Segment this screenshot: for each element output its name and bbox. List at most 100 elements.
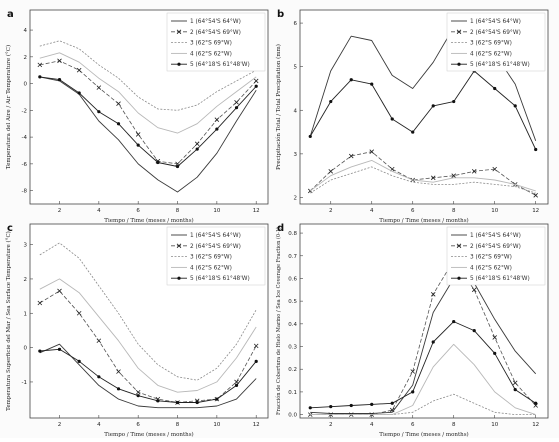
data-point (254, 84, 258, 88)
y-tick-label: 3 (294, 152, 298, 158)
x-tick-label: 2 (58, 422, 62, 428)
data-point (411, 130, 415, 134)
data-point (431, 104, 435, 108)
legend: 1 (64°54'S 64°W) 2 (64°54'S 69°W) 3 (62°S … (446, 226, 546, 286)
series-line-2 (39, 60, 257, 165)
legend-box (446, 12, 546, 72)
legend-entry: 4 (62°S 62°W) (190, 265, 232, 271)
x-tick-label: 12 (532, 422, 539, 428)
data-point (329, 99, 333, 104)
data-point (116, 101, 121, 106)
y-tick-label: 0.3 (288, 345, 297, 351)
series-line-2 (309, 151, 536, 196)
data-point (194, 141, 200, 147)
data-point (37, 300, 43, 306)
data-point (534, 401, 538, 405)
data-point (38, 349, 42, 353)
data-point (215, 397, 219, 401)
data-point (254, 359, 258, 363)
x-tick-label: 6 (411, 422, 415, 428)
y-tick-label: 6 (294, 21, 298, 27)
y-tick-label: 0.0 (288, 413, 297, 419)
data-point (136, 394, 140, 398)
data-point (493, 351, 497, 355)
legend-box (166, 226, 266, 286)
y-axis-label: Temperatura Superficie del Mar / Sea Sur… (5, 231, 12, 411)
data-point (513, 388, 517, 392)
legend-marker (177, 276, 181, 280)
legend-entry: 2 (64°54'S 69°W) (190, 30, 241, 36)
data-point (534, 147, 538, 152)
x-tick-label: 4 (97, 422, 101, 428)
series-line-5 (39, 76, 257, 167)
data-point (492, 335, 497, 340)
x-tick-label: 10 (491, 208, 498, 214)
x-tick-label: 10 (213, 208, 220, 214)
x-tick-label: 12 (253, 422, 260, 428)
legend-entry: 4 (62°S 62°W) (470, 51, 512, 57)
y-tick-label: 0.5 (288, 299, 297, 305)
data-point (390, 401, 394, 405)
legend-entry: 1 (64°54'S 64°W) (470, 19, 521, 25)
legend-entry: 5 (64°18'S 61°48'W) (470, 62, 530, 68)
data-point (253, 343, 259, 349)
data-point (156, 399, 160, 403)
data-point (452, 319, 456, 324)
data-point (96, 85, 102, 90)
y-axis-label: Fracción de Cobertura de Hielo Marino / … (275, 227, 282, 415)
legend-entry: 1 (64°54'S 64°W) (190, 233, 241, 239)
x-tick-label: 4 (370, 422, 374, 428)
x-tick-label: 4 (97, 208, 101, 214)
legend-marker (177, 62, 181, 66)
data-point (234, 383, 239, 387)
data-point (390, 117, 394, 121)
y-tick-label: 2 (24, 55, 28, 61)
data-point (471, 287, 477, 293)
y-tick-label: -2 (22, 108, 27, 114)
chart-panel-d: d 2 4 6 8 10 12 0.0 0.1 0.2 0.3 0.4 0.5 0.6 0.7 0.8 Tiem… (275, 223, 549, 438)
y-tick-label: -8 (22, 189, 28, 195)
data-point (452, 99, 456, 104)
data-point (97, 375, 101, 379)
legend-entry: 5 (64°18'S 61°48'W) (190, 276, 250, 282)
y-tick-label: 0.2 (288, 367, 297, 373)
legend: 1 (64°54'S 64°W) 2 (64°54'S 69°W) 3 (62°S … (166, 12, 266, 72)
x-tick-label: 8 (176, 422, 180, 428)
y-tick-label: -6 (22, 162, 28, 168)
x-axis-label: Tiempo / Time (meses / months) (104, 217, 193, 224)
legend: 1 (64°54'S 64°W) 2 (64°54'S 69°W) 3 (62°S … (166, 226, 266, 286)
series-line-4 (39, 278, 257, 393)
x-axis-label: Tiempo / Time (meses / months) (104, 431, 193, 438)
y-tick-label: 2 (24, 277, 28, 283)
legend-marker (176, 29, 182, 35)
data-point (97, 110, 101, 114)
data-point (175, 400, 180, 405)
data-point (57, 347, 62, 351)
y-tick-label: 2 (294, 195, 298, 201)
x-tick-label: 10 (213, 422, 220, 428)
x-axis-label: Tiempo / Time (meses / months) (379, 431, 468, 438)
data-point (512, 380, 518, 386)
data-point (116, 387, 121, 391)
series-line-1 (39, 343, 257, 409)
data-point (76, 310, 82, 316)
data-point (38, 75, 42, 79)
x-tick-label: 12 (253, 208, 260, 214)
legend-entry: 1 (64°54'S 64°W) (470, 233, 521, 239)
y-tick-label: 4 (24, 28, 28, 34)
legend-entry: 5 (64°18'S 61°48'W) (190, 62, 250, 68)
y-tick-label: 1 (24, 311, 28, 317)
legend-entry: 3 (62°S 69°W) (470, 255, 512, 261)
chart-panel-b: b 2 4 6 8 10 12 2 3 4 5 6 Tiempo / Time (meses / mon… (275, 9, 549, 224)
y-tick-label: 3 (24, 243, 28, 249)
data-point (215, 127, 219, 131)
y-tick-label: 0.6 (288, 276, 297, 282)
data-point (135, 132, 141, 137)
series-line-3 (39, 40, 257, 111)
series-line-5 (310, 321, 536, 409)
data-point (308, 406, 312, 410)
